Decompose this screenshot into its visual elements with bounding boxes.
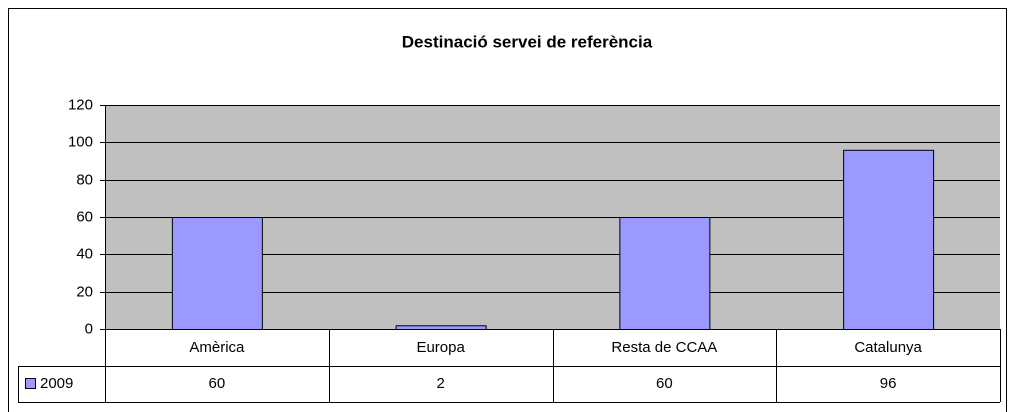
x-tick-label: Europa bbox=[416, 339, 465, 356]
bar bbox=[619, 217, 711, 330]
y-tick-label: 0 bbox=[85, 320, 93, 337]
chart-title: Destinació servei de referència bbox=[402, 32, 653, 51]
y-tick-label: 40 bbox=[76, 245, 93, 262]
table-value: 60 bbox=[656, 375, 673, 392]
table-value: 60 bbox=[209, 375, 226, 392]
table-value: 96 bbox=[880, 375, 897, 392]
y-tick-label: 20 bbox=[76, 283, 93, 300]
y-tick-label: 60 bbox=[76, 208, 93, 225]
y-tick-label: 120 bbox=[68, 96, 93, 113]
y-tick-label: 100 bbox=[68, 133, 93, 150]
x-tick-label: Amèrica bbox=[189, 339, 245, 356]
table-value: 2 bbox=[436, 375, 444, 392]
x-tick-label: Catalunya bbox=[854, 339, 922, 356]
bar bbox=[395, 325, 487, 330]
y-tick-label: 80 bbox=[76, 171, 93, 188]
legend-label: 2009 bbox=[40, 375, 73, 392]
bar bbox=[171, 217, 263, 330]
x-tick-label: Resta de CCAA bbox=[611, 339, 717, 356]
legend-key bbox=[25, 378, 36, 389]
chart-border bbox=[8, 8, 1007, 412]
bar bbox=[843, 149, 935, 330]
